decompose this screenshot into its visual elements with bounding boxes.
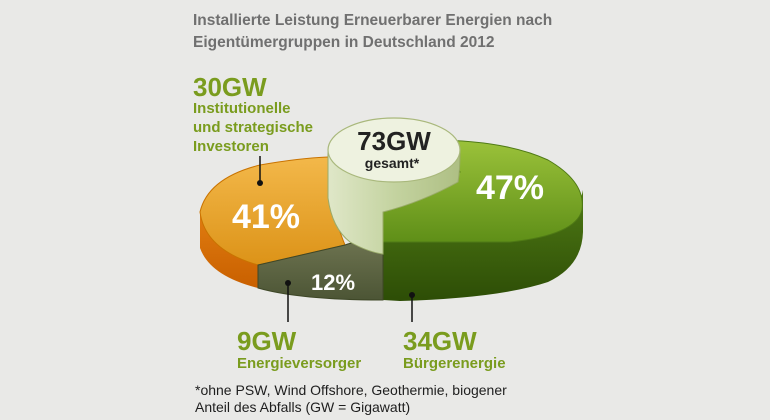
value-label-citizens: 34GW	[403, 326, 477, 356]
percent-label-green: 47%	[476, 169, 544, 207]
slice-orange-side	[200, 213, 258, 288]
callout-investors-line3: Investoren	[193, 138, 269, 155]
callout-citizens-line1: Bürgerenergie	[403, 355, 506, 372]
total-label: gesamt*	[365, 155, 420, 171]
footnote: *ohne PSW, Wind Offshore, Geothermie, bi…	[195, 382, 507, 415]
cylinder-top	[327, 117, 461, 183]
value-label-utilities: 9GW	[237, 326, 297, 356]
callout-investors-line2: und strategische	[193, 119, 313, 136]
callout-dot-investors	[257, 180, 263, 186]
callout-dot-utilities	[285, 280, 291, 286]
callout-dot-citizens	[409, 292, 415, 298]
percent-label-orange: 41%	[232, 198, 300, 236]
callout-investors-line1: Institutionelle	[193, 100, 291, 117]
value-label-investors: 30GW	[193, 72, 267, 102]
percent-label-darkgreen: 12%	[311, 270, 355, 295]
total-value: 73GW	[357, 126, 431, 156]
slice-green-side	[383, 190, 583, 301]
callout-utilities-line1: Energieversorger	[237, 355, 361, 372]
slice-orange	[199, 156, 346, 266]
chart-title: Installierte Leistung Erneuerbarer Energ…	[193, 12, 553, 51]
